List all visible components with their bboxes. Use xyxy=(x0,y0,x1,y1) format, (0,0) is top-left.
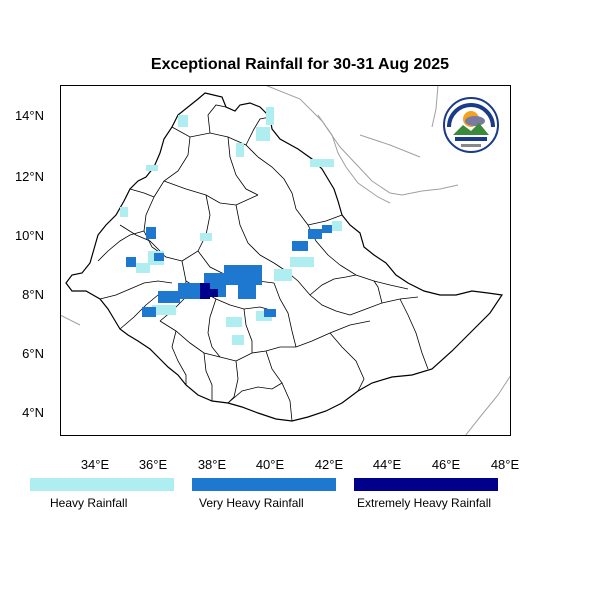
x-tick-label: 44°E xyxy=(372,457,402,472)
x-tick-label: 36°E xyxy=(138,457,168,472)
meteorology-institute-logo xyxy=(443,97,499,153)
legend-label-extremely-heavy: Extremely Heavy Rainfall xyxy=(357,496,492,510)
y-tick-label: 10°N xyxy=(14,228,44,243)
legend-swatch-heavy xyxy=(30,478,174,491)
map-svg xyxy=(60,85,511,436)
x-tick-label: 42°E xyxy=(314,457,344,472)
country-boundary xyxy=(65,92,504,422)
extremely-heavy-rainfall-cells xyxy=(200,283,218,299)
map-title: Exceptional Rainfall for 30-31 Aug 2025 xyxy=(150,56,450,73)
legend-label-heavy: Heavy Rainfall xyxy=(50,496,128,510)
y-tick-label: 8°N xyxy=(22,287,44,302)
very-heavy-rainfall-cells xyxy=(126,225,332,317)
y-tick-label: 14°N xyxy=(14,108,44,123)
y-tick-label: 6°N xyxy=(22,346,44,361)
map-panel xyxy=(60,85,511,436)
x-tick-label: 34°E xyxy=(80,457,110,472)
y-tick-label: 12°N xyxy=(14,169,44,184)
neighbor-borders xyxy=(60,85,511,436)
x-tick-label: 38°E xyxy=(197,457,227,472)
y-tick-label: 4°N xyxy=(22,405,44,420)
x-tick-label: 40°E xyxy=(255,457,285,472)
x-tick-label: 48°E xyxy=(490,457,520,472)
legend-swatch-extremely-heavy xyxy=(354,478,498,491)
x-tick-label: 46°E xyxy=(431,457,461,472)
map-border xyxy=(60,85,511,436)
legend-label-very-heavy: Very Heavy Rainfall xyxy=(199,496,304,510)
legend-swatch-very-heavy xyxy=(192,478,336,491)
